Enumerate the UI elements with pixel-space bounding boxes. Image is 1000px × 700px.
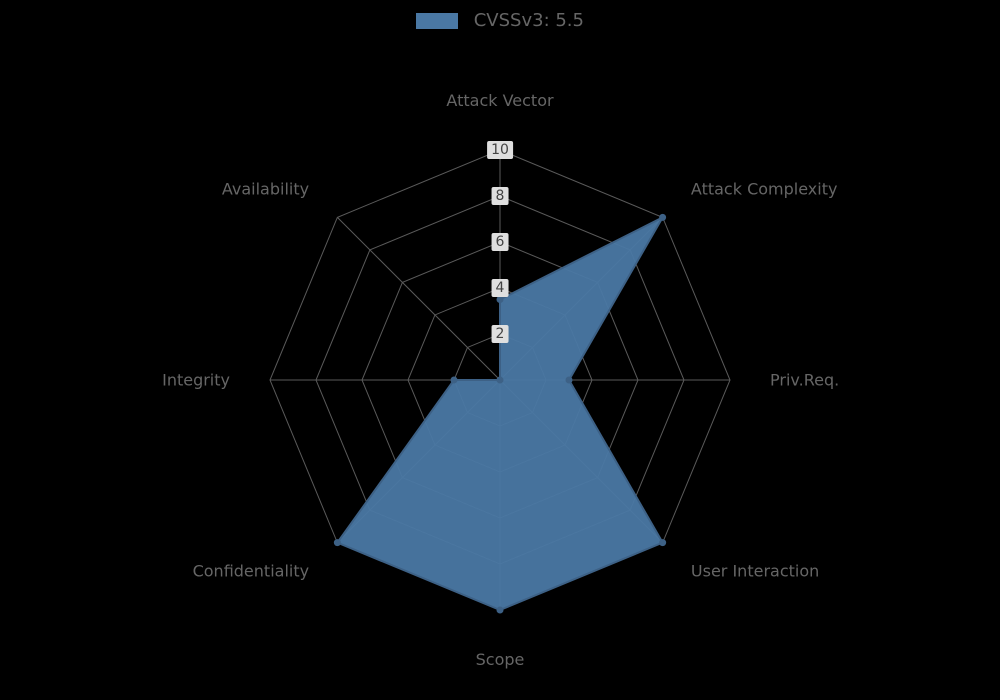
axis-label: Availability (222, 180, 309, 199)
axis-label: Attack Vector (446, 91, 553, 110)
axis-label: User Interaction (691, 561, 819, 580)
cvss-radar-chart: CVSSv3: 5.5 Attack VectorAttack Complexi… (0, 0, 1000, 700)
tick-label: 10 (487, 141, 513, 159)
tick-label: 8 (492, 187, 509, 205)
tick-label: 6 (492, 233, 509, 251)
tick-label: 2 (492, 325, 509, 343)
axis-label: Integrity (162, 371, 230, 390)
axis-label: Priv.Req. (770, 371, 839, 390)
tick-label: 4 (492, 279, 509, 297)
axis-label: Scope (476, 650, 525, 669)
axis-label: Attack Complexity (691, 180, 838, 199)
axis-label: Confidentiality (193, 561, 309, 580)
